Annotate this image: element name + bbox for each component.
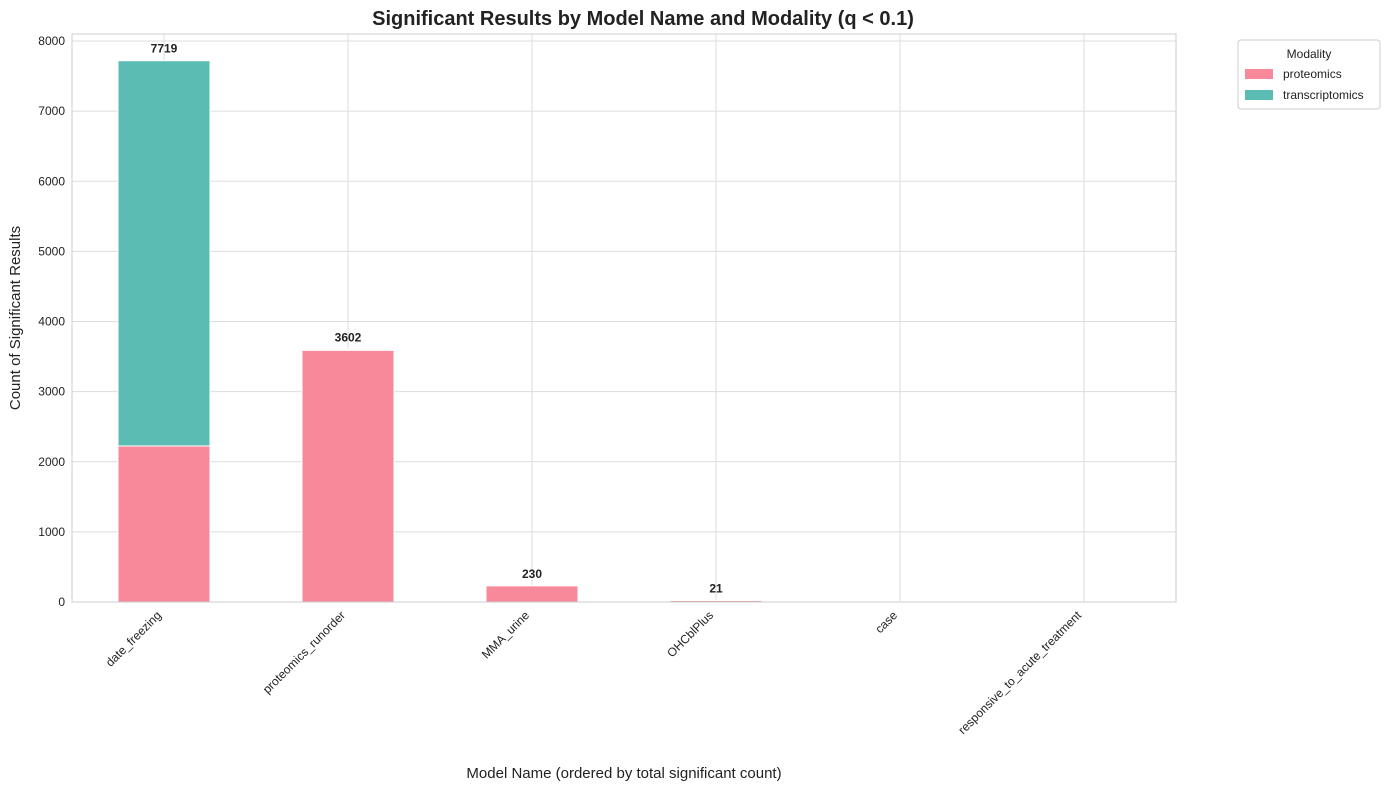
y-tick-label: 7000 [38,104,65,118]
x-tick-label: OHCblPlus [664,608,716,660]
y-tick-label: 2000 [38,455,65,469]
legend: Modality proteomics transcriptomics [1237,39,1381,110]
x-tick-label: date_freezing [103,608,164,669]
total-label-date_freezing: 7719 [151,42,178,56]
legend-title: Modality [1287,47,1332,61]
plot-frame [71,33,1177,603]
y-tick-label: 6000 [38,174,65,188]
bar-transcriptomics-date_freezing [117,60,211,447]
grid [72,34,1176,603]
y-tick-label: 1000 [38,525,65,539]
x-axis-label: Model Name (ordered by total significant… [466,765,781,782]
y-tick-label: 0 [58,595,65,609]
chart-title: Significant Results by Model Name and Mo… [372,8,914,30]
bar-proteomics-proteomics_runorder [301,349,395,603]
y-tick-label: 3000 [38,385,65,399]
legend-frame [1237,39,1381,110]
legend-label-transcriptomics: transcriptomics [1283,88,1364,102]
total-label-OHCblPlus: 21 [709,582,723,596]
x-tick-label: proteomics_runorder [260,608,348,696]
x-tick-label: MMA_urine [479,608,533,662]
x-tick-label: responsive_to_acute_treatment [955,608,1084,737]
bar-proteomics-date_freezing [117,445,211,603]
y-tick-label: 8000 [38,34,65,48]
bar-proteomics-MMA_urine [485,585,579,603]
total-label-proteomics_runorder: 3602 [335,330,362,344]
x-tick-label: case [872,608,900,636]
data-labels: 7719 3602 230 21 [151,42,723,596]
legend-label-proteomics: proteomics [1283,67,1342,81]
legend-swatch-transcriptomics [1245,90,1273,100]
y-axis-label: Count of Significant Results [7,226,24,410]
y-tick-label: 4000 [38,315,65,329]
y-tick-label: 5000 [38,244,65,258]
total-label-MMA_urine: 230 [522,567,542,581]
bar-transcriptomics-proteomics_runorder [301,348,395,351]
legend-swatch-proteomics [1245,69,1273,79]
y-axis-ticks: 0 1000 2000 3000 4000 5000 6000 7000 8000 [38,34,65,609]
bars [117,60,1131,603]
x-axis-ticks: date_freezing proteomics_runorder MMA_urin… [103,608,1085,737]
